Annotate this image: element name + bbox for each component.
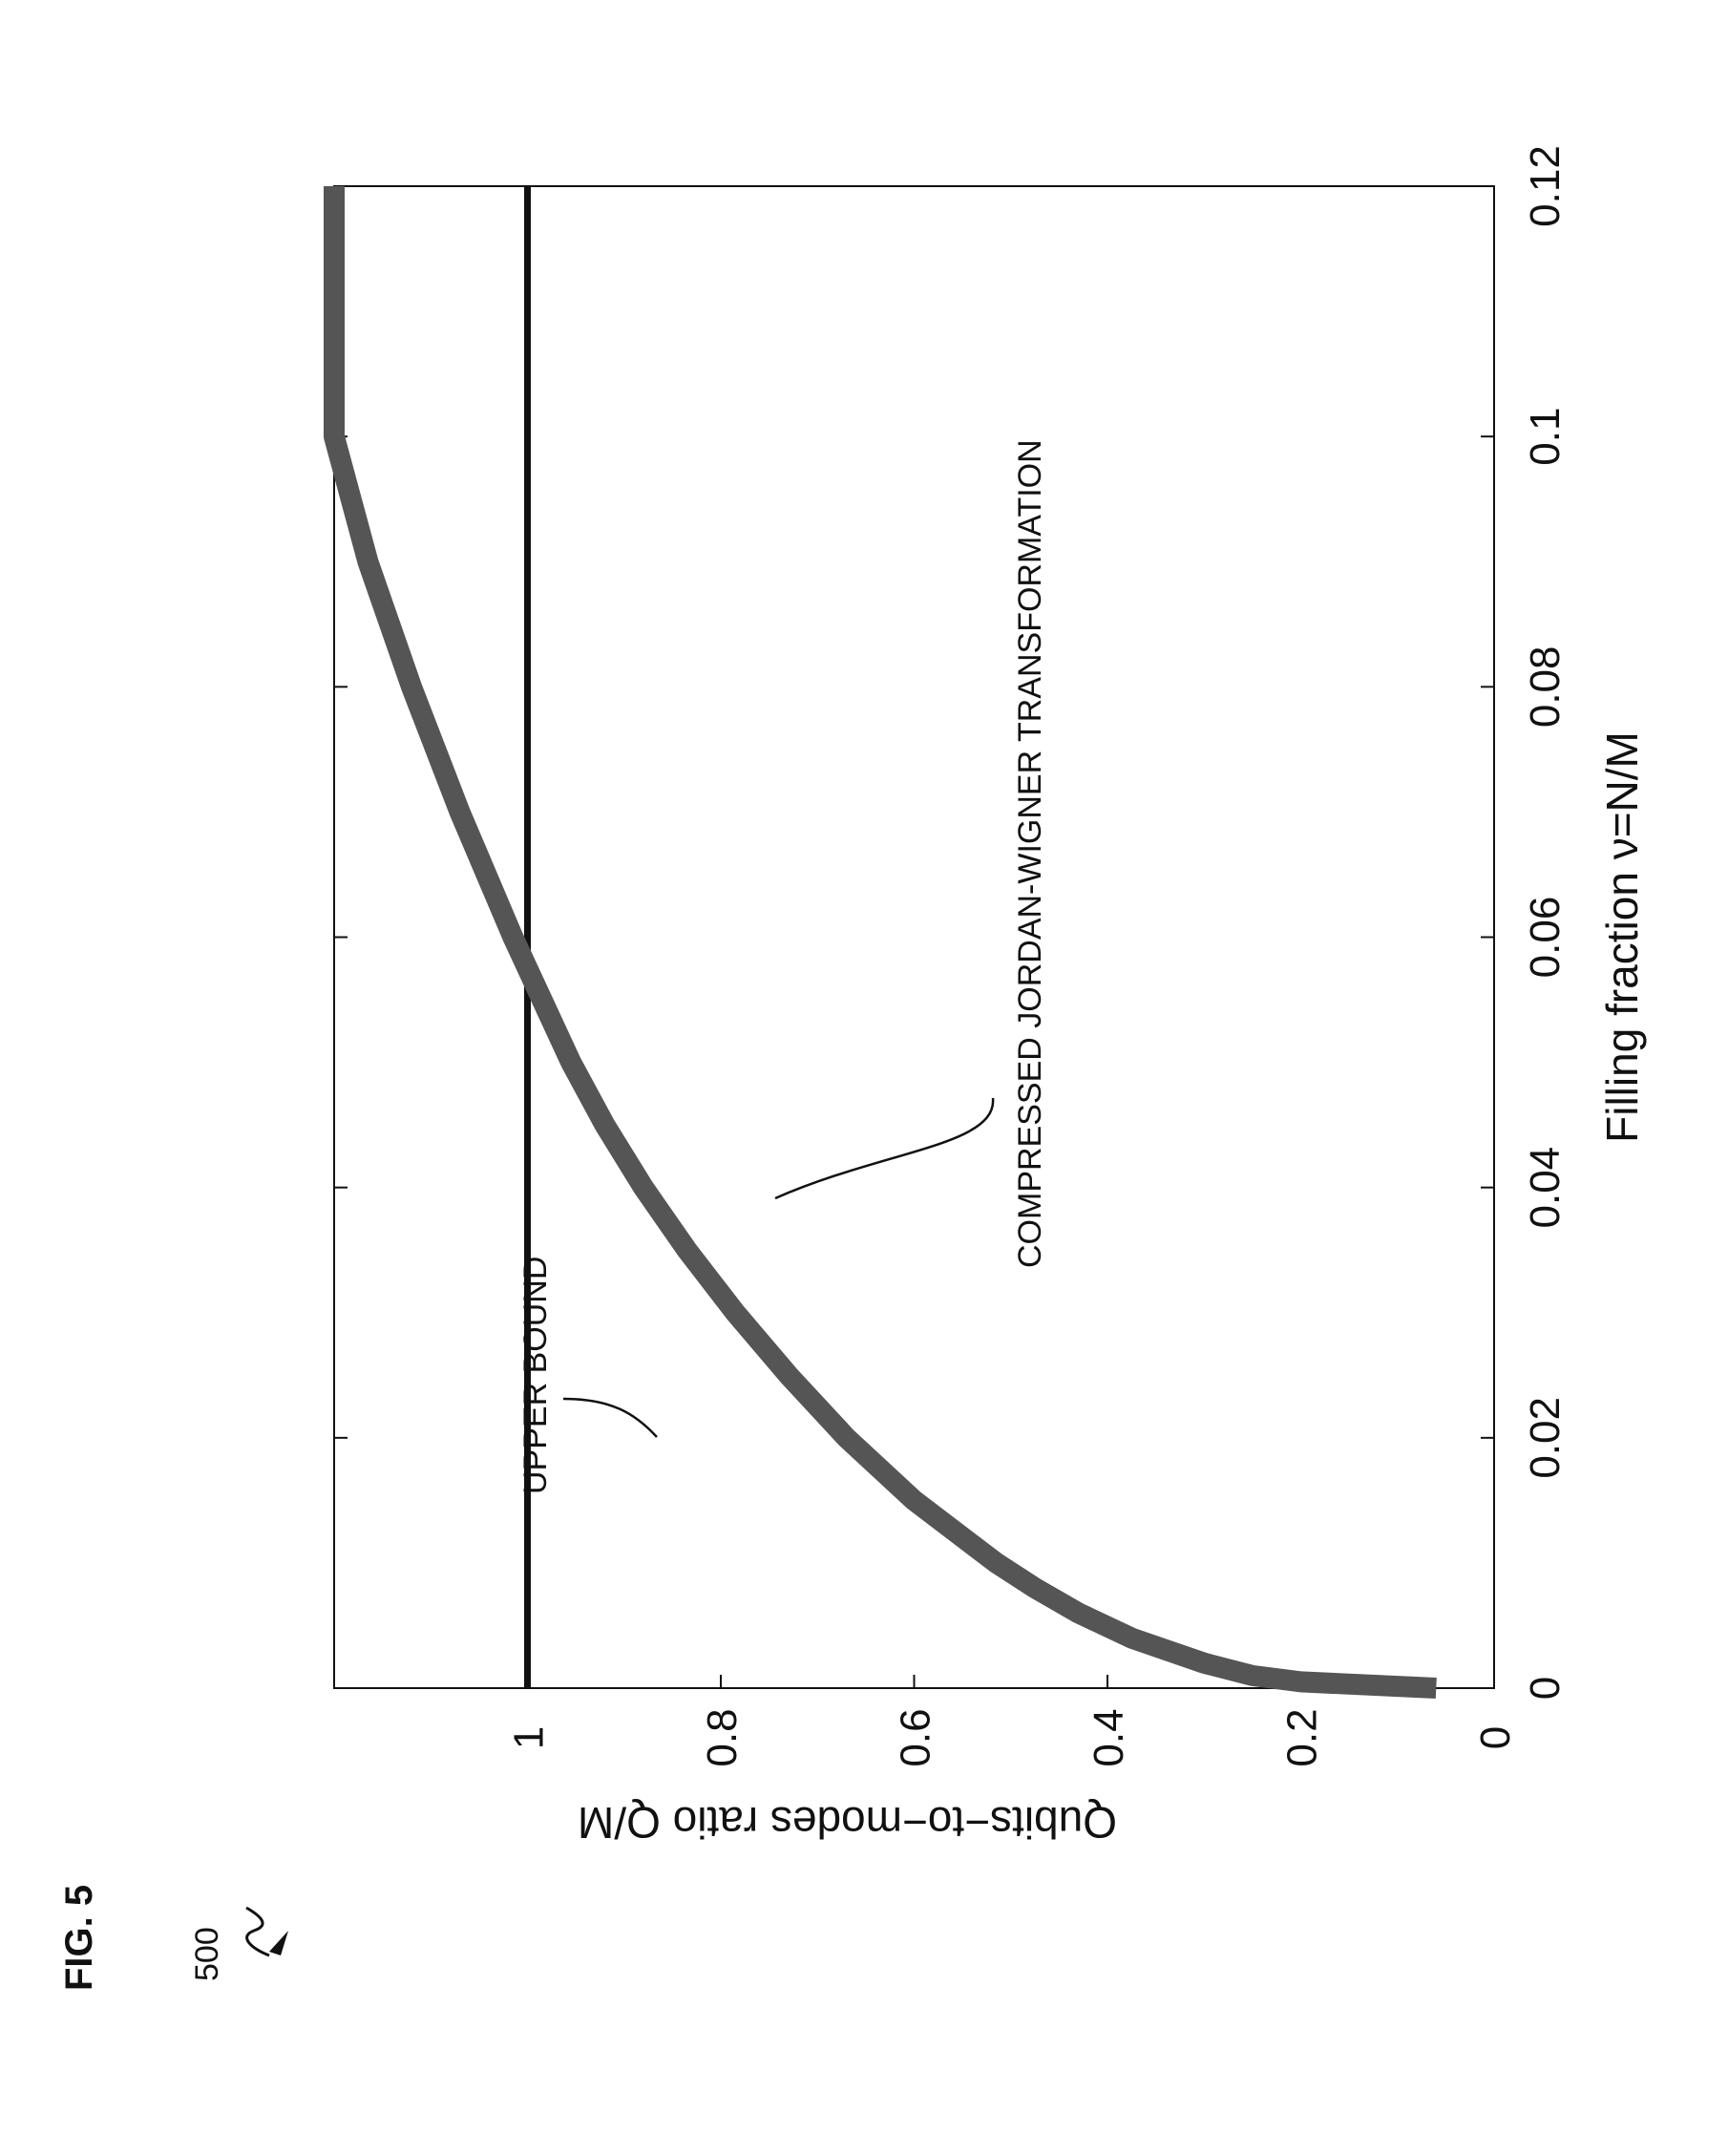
figure-label: FIG. 5 bbox=[58, 1885, 100, 1991]
y-axis-label: Qubits−to−modes ratio Q/M bbox=[578, 1798, 1117, 1848]
leader-line-compressed-jw bbox=[775, 1098, 993, 1198]
annotation-upper-bound: UPPER BOUND bbox=[517, 1257, 554, 1494]
y-tick-label: 0.2 bbox=[1279, 1708, 1326, 1766]
x-tick-label: 0.1 bbox=[1522, 408, 1569, 466]
figure-ref-number: 500 bbox=[189, 1927, 225, 1981]
series-group bbox=[334, 186, 1436, 1688]
series-compressed-jw-line bbox=[334, 186, 1436, 1688]
x-tick-label: 0 bbox=[1522, 1677, 1569, 1700]
x-tick-label: 0.02 bbox=[1522, 1397, 1569, 1479]
plot-area: 0 0.02 0.04 0.06 0.08 0.1 0.12 0 0.2 0.4 0.6 0.8 1 U… bbox=[334, 145, 1647, 1848]
y-tick-label: 0 bbox=[1472, 1726, 1519, 1749]
y-tick-label: 0.6 bbox=[893, 1708, 939, 1766]
x-tick-label: 0.06 bbox=[1522, 897, 1569, 979]
x-tick-label: 0.12 bbox=[1522, 145, 1569, 227]
y-tick-label: 0.4 bbox=[1085, 1708, 1132, 1766]
annotation-compressed-jw: COMPRESSED JORDAN-WIGNER TRANSFORMATION bbox=[1012, 439, 1048, 1268]
x-tick-label: 0.08 bbox=[1522, 646, 1569, 729]
y-tick-label: 0.8 bbox=[699, 1708, 746, 1766]
leader-line-upper-bound bbox=[563, 1399, 657, 1437]
annotations: UPPER BOUND COMPRESSED JORDAN-WIGNER TRAN… bbox=[517, 439, 1048, 1494]
x-axis-label: Filling fraction ν=N/M bbox=[1597, 731, 1647, 1143]
y-tick-label: 1 bbox=[506, 1726, 553, 1749]
ref-arrow-icon bbox=[246, 1908, 269, 1955]
ref-arrowhead-icon bbox=[269, 1931, 288, 1955]
x-tick-label: 0.04 bbox=[1522, 1147, 1569, 1229]
